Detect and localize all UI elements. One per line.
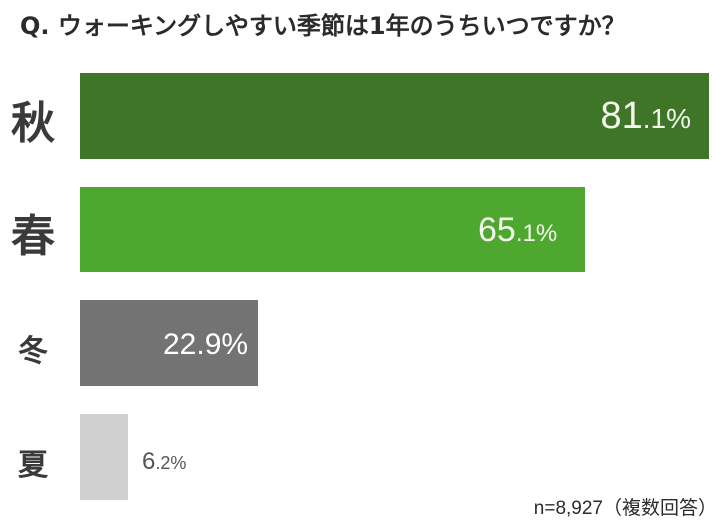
bar-autumn bbox=[80, 73, 709, 159]
category-label: 秋 bbox=[11, 98, 55, 149]
category-label: 冬 bbox=[18, 334, 48, 369]
bar-summer bbox=[80, 414, 128, 500]
value-label: 6.2% bbox=[142, 448, 187, 475]
bar-spring bbox=[80, 187, 585, 272]
category-label: 春 bbox=[11, 211, 55, 262]
bar-row-autumn: 秋 81.1% bbox=[0, 73, 725, 159]
value-label: 65.1% bbox=[478, 211, 558, 249]
sample-size-note: n=8,927（複数回答） bbox=[533, 498, 717, 519]
bar-winter bbox=[80, 300, 258, 386]
bar-row-spring: 春 65.1% bbox=[0, 187, 725, 272]
category-label: 夏 bbox=[18, 448, 48, 483]
bar-row-summer: 夏 6.2% bbox=[0, 414, 725, 500]
bar-row-winter: 冬 22.9% bbox=[0, 300, 725, 386]
chart-title: Q. ウォーキングしやすい季節は1年のうちいつですか？ bbox=[20, 12, 626, 40]
value-label: 81.1% bbox=[600, 95, 691, 137]
value-label: 22.9% bbox=[163, 328, 249, 361]
